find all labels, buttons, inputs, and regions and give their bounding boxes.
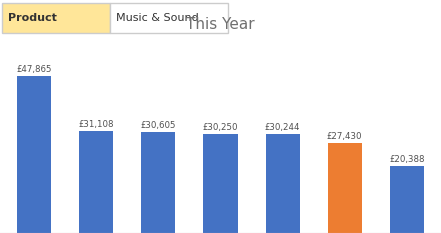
Bar bbox=[390, 166, 424, 233]
Text: Product: Product bbox=[8, 13, 57, 23]
Title: This Year: This Year bbox=[186, 17, 255, 32]
Text: £31,108: £31,108 bbox=[78, 120, 114, 129]
Bar bbox=[141, 132, 176, 233]
Text: £30,250: £30,250 bbox=[203, 123, 238, 132]
Bar bbox=[328, 143, 362, 233]
Text: Music & Sound: Music & Sound bbox=[116, 13, 199, 23]
Text: £20,388: £20,388 bbox=[389, 155, 425, 164]
Text: £47,865: £47,865 bbox=[16, 65, 52, 74]
FancyBboxPatch shape bbox=[110, 3, 228, 33]
Text: £30,244: £30,244 bbox=[265, 123, 300, 132]
Bar bbox=[17, 76, 51, 233]
Text: £27,430: £27,430 bbox=[327, 132, 363, 141]
Bar bbox=[79, 131, 113, 233]
FancyBboxPatch shape bbox=[2, 3, 110, 33]
Bar bbox=[265, 134, 300, 233]
Bar bbox=[203, 134, 238, 233]
Text: £30,605: £30,605 bbox=[141, 121, 176, 130]
